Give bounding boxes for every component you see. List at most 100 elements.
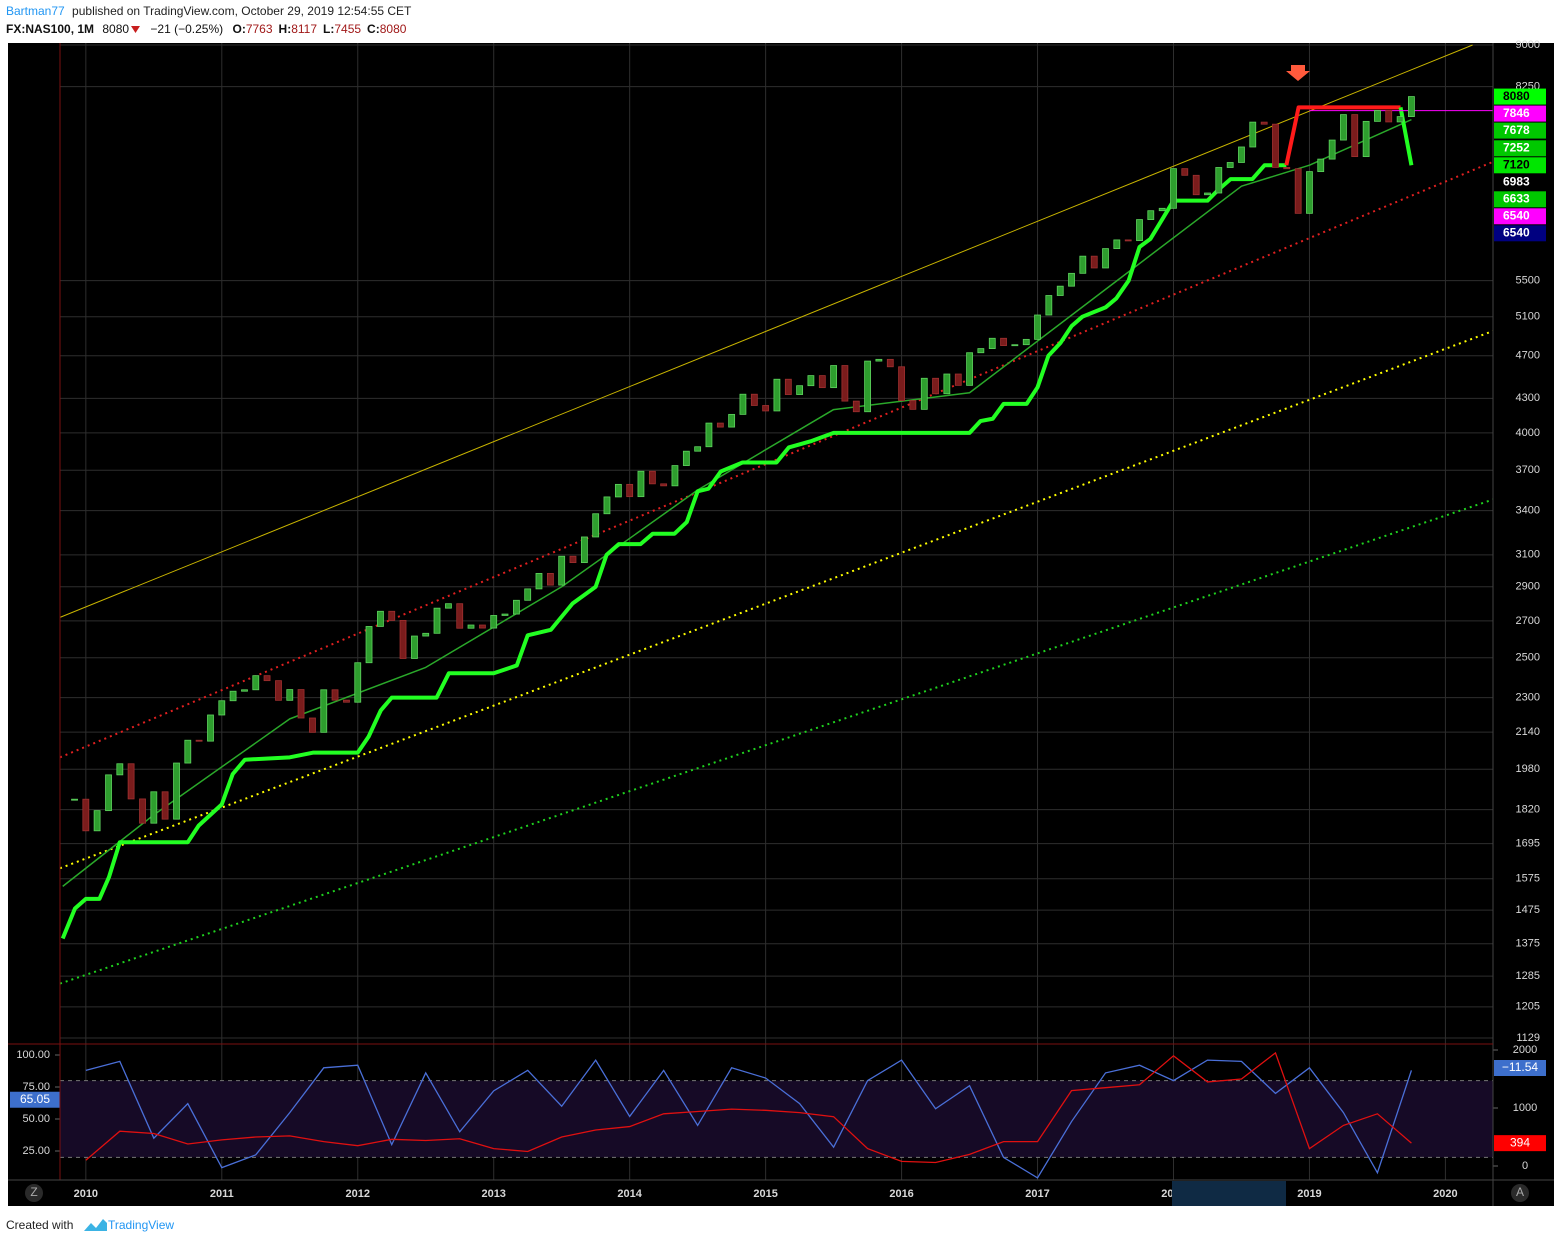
candle-body	[252, 675, 260, 691]
x-tick-label: 2017	[1025, 1188, 1049, 1200]
candle-body	[365, 626, 373, 664]
candle-body	[558, 555, 566, 586]
candle-body	[954, 373, 962, 386]
brand-logo	[84, 1219, 107, 1231]
candle-body	[1034, 314, 1041, 340]
overlay-line	[59, 44, 1473, 618]
price-label-box	[1494, 191, 1546, 208]
footer-brand[interactable]: TradingView	[108, 1218, 174, 1232]
symbol: FX:NAS100, 1M	[6, 22, 94, 36]
candle-body	[161, 791, 169, 820]
y-tick-label: 1205	[1516, 1001, 1540, 1013]
auto-button-label: A	[1516, 1185, 1524, 1199]
indicator-y2-label: 2000	[1513, 1044, 1537, 1056]
candle-body	[1181, 168, 1189, 176]
candle-body	[864, 360, 871, 413]
plot: 9000825055005100470043004000370034003100…	[10, 39, 1546, 1200]
candle-body	[1238, 146, 1245, 163]
candle-body	[433, 607, 441, 634]
candle-body	[1170, 168, 1177, 209]
candle-body	[524, 588, 532, 601]
candle-body	[1124, 239, 1132, 242]
candle-body	[93, 810, 101, 832]
price-label: 6540	[1503, 225, 1530, 239]
candle-body	[841, 365, 849, 402]
candle-body	[773, 378, 781, 412]
candle-body	[886, 358, 894, 368]
author[interactable]: Bartman77	[6, 4, 65, 18]
y-tick-label: 1129	[1516, 1032, 1540, 1044]
candle-body	[82, 798, 90, 832]
price-label-box	[1494, 225, 1546, 242]
candle-body	[682, 450, 690, 466]
candle-body	[229, 690, 237, 702]
candle-body	[1113, 239, 1121, 250]
last-value-label: 65.05	[20, 1092, 50, 1106]
indicator-band	[60, 1080, 1493, 1158]
y-tick-label: 4300	[1516, 392, 1540, 404]
candle-body	[943, 373, 951, 395]
y-tick-label: 3700	[1516, 464, 1540, 476]
candle-body	[1306, 171, 1313, 214]
candle-body	[1351, 114, 1359, 158]
overlay-line	[1284, 105, 1401, 166]
y-tick-label: 2700	[1516, 615, 1540, 627]
price-label-box	[1494, 122, 1546, 139]
indicator-y-label: 100.00	[16, 1049, 50, 1061]
candle-body	[547, 572, 554, 586]
ohlc-label: L:	[323, 22, 334, 36]
y-tick-label: 1475	[1516, 904, 1540, 916]
candle-body	[139, 798, 146, 824]
candle-body	[660, 483, 668, 487]
candle-body	[241, 689, 248, 692]
ohlc-label: O:	[232, 22, 245, 36]
indicator-y-label: 75.00	[22, 1081, 50, 1093]
x-tick-label: 2016	[889, 1188, 913, 1200]
y-tick-label: 5500	[1516, 274, 1540, 286]
indicator-line	[85, 1058, 1413, 1179]
published: published on TradingView.com, October 29…	[72, 4, 412, 18]
overlay-line	[62, 118, 1412, 887]
candle-body	[377, 610, 384, 627]
ohlc-value: 8080	[380, 22, 407, 36]
candle-body	[716, 422, 724, 428]
y-tick-label: 1980	[1516, 763, 1540, 775]
overlay-line	[59, 498, 1494, 985]
x-tick-label: 2015	[753, 1188, 777, 1200]
candle-body	[184, 739, 192, 764]
candle-body	[1408, 96, 1415, 117]
candle-body	[807, 375, 815, 387]
candle-body	[920, 377, 928, 410]
last-value-label: −11.54	[1502, 1060, 1538, 1074]
y-tick-label: 1695	[1516, 838, 1540, 850]
candle-body	[1000, 337, 1007, 346]
candle-body	[343, 699, 350, 703]
last-price: 8080	[102, 22, 129, 36]
candle-body	[467, 624, 475, 629]
candle-body	[852, 400, 860, 413]
candle-body	[218, 700, 226, 716]
candle-body	[105, 774, 112, 812]
candle-body	[1362, 120, 1370, 158]
y-tick-label: 3100	[1516, 549, 1540, 561]
x-tick-label: 2014	[617, 1188, 642, 1200]
candle-body	[1045, 295, 1053, 316]
y-tick-label: 1575	[1516, 873, 1540, 885]
overlay-line	[60, 163, 1287, 940]
candle-body	[1340, 114, 1347, 141]
candle-body	[195, 739, 203, 742]
candle-body	[1102, 248, 1109, 269]
candle-body	[1079, 255, 1087, 274]
zoom-button[interactable]	[25, 1184, 43, 1202]
candle-body	[932, 377, 939, 395]
y-tick-label: 1375	[1516, 938, 1540, 950]
candle-body	[966, 352, 973, 386]
candle-body	[1396, 116, 1404, 123]
indicator-y2-label: 0	[1522, 1160, 1528, 1172]
ohlc-label: H:	[279, 22, 292, 36]
candle-body	[1192, 174, 1200, 196]
x-tick-label: 2012	[346, 1188, 370, 1200]
candle-body	[535, 572, 543, 590]
auto-button[interactable]	[1511, 1184, 1529, 1202]
